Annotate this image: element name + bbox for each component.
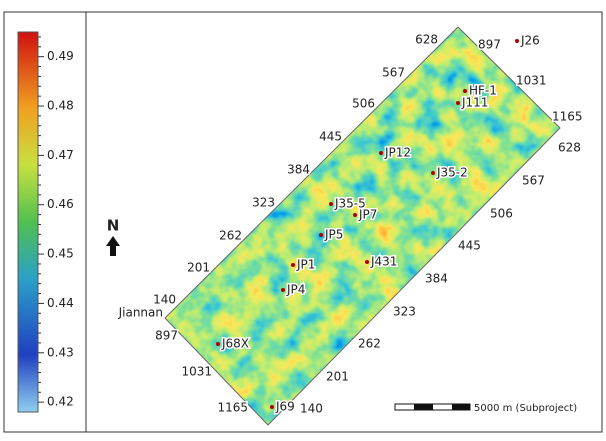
line-number: 1165 — [552, 110, 583, 124]
attribute-map — [165, 27, 560, 425]
line-number: 1031 — [181, 365, 212, 379]
well-label: JP12 — [384, 146, 411, 160]
line-number: 897 — [478, 38, 501, 52]
well-label: HF-1 — [469, 84, 497, 98]
well-label: J26 — [520, 34, 540, 48]
colorbar-tick-label: 0.48 — [47, 99, 74, 113]
well-label: JP4 — [286, 283, 305, 297]
colorbar-tick-label: 0.45 — [47, 247, 74, 261]
well-dot — [456, 101, 460, 105]
survey-outline — [164, 26, 561, 426]
well-label: JP1 — [296, 258, 315, 272]
colorbar-tick-label: 0.42 — [47, 395, 74, 409]
well-label: JP7 — [358, 208, 377, 222]
line-number: 567 — [522, 174, 545, 188]
well-dot — [431, 171, 435, 175]
line-number: 506 — [352, 97, 375, 111]
line-number: 567 — [382, 66, 405, 80]
line-number: 140 — [300, 402, 323, 416]
well-label: J69 — [275, 400, 295, 414]
colorbar-tick-label: 0.43 — [47, 345, 74, 359]
north-arrow: N — [106, 217, 120, 256]
well-dot — [515, 39, 519, 43]
line-number: 897 — [155, 329, 178, 343]
well-dot — [216, 342, 220, 346]
well-dot — [270, 405, 274, 409]
line-number: 1031 — [516, 74, 547, 88]
well-dot — [365, 260, 369, 264]
colorbar-tick-label: 0.46 — [47, 197, 74, 211]
colorbar — [17, 31, 39, 413]
colorbar-tick-label: 0.49 — [47, 49, 74, 63]
well-dot — [353, 213, 357, 217]
line-number: 323 — [393, 305, 416, 319]
north-arrow-shape — [106, 236, 120, 256]
line-number: 201 — [187, 261, 210, 275]
line-number: 506 — [490, 207, 513, 221]
place-label: Jiannan — [118, 306, 163, 320]
well-label: J35-5 — [334, 197, 366, 211]
line-number: 323 — [252, 196, 275, 210]
north-label: N — [107, 217, 120, 235]
well-dot — [379, 151, 383, 155]
well-dot — [463, 89, 467, 93]
colorbar-tick-label: 0.44 — [47, 296, 74, 310]
well-label: J431 — [370, 255, 397, 269]
line-number: 201 — [326, 370, 349, 384]
frame — [3, 11, 603, 433]
line-number: 384 — [425, 272, 448, 286]
line-number: 384 — [287, 163, 310, 177]
well-label: J111 — [461, 96, 488, 110]
line-number: 262 — [219, 229, 242, 243]
well-dot — [329, 202, 333, 206]
well-dot — [319, 233, 323, 237]
line-number: 445 — [319, 130, 342, 144]
line-number: 445 — [458, 239, 481, 253]
well-label: JP5 — [324, 228, 343, 242]
scale-label: 5000 m (Subproject) — [474, 403, 577, 414]
scale-bar: 5000 m (Subproject) — [394, 403, 577, 414]
well-label: J35-2 — [436, 166, 468, 180]
colorbar-tick-label: 0.47 — [47, 148, 74, 162]
line-number: 628 — [415, 33, 438, 47]
line-number: 628 — [558, 141, 581, 155]
well-dot — [281, 288, 285, 292]
line-number: 262 — [358, 337, 381, 351]
well-label: J68X — [221, 337, 249, 351]
line-number: 140 — [153, 293, 176, 307]
line-number: 1165 — [217, 401, 248, 415]
well-dot — [291, 263, 295, 267]
